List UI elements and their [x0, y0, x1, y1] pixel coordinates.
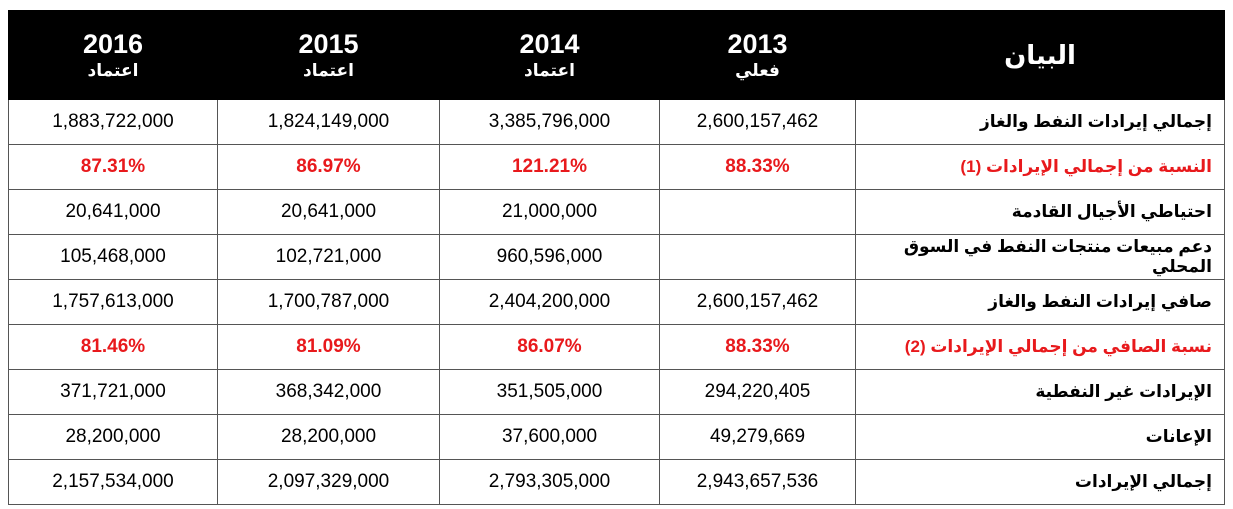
table-row: احتياطي الأجيال القادمة 21,000,000 20,641,… [8, 189, 1225, 235]
value-cell: 368,342,000 [217, 369, 440, 415]
value-cell: 3,385,796,000 [439, 99, 660, 145]
year-type: فعلي [735, 61, 780, 80]
year: 2013 [727, 29, 788, 59]
value-cell: 2,943,657,536 [659, 459, 856, 505]
table-body: إجمالي إيرادات النفط والغاز 2,600,157,462… [8, 99, 1225, 505]
empty-cell [659, 234, 856, 280]
value-cell: 2,404,200,000 [439, 279, 660, 325]
table-row: إجمالي الإيرادات 2,943,657,536 2,793,305,0… [8, 459, 1225, 505]
row-label: الإيرادات غير النفطية [855, 369, 1225, 415]
value-cell: 28,200,000 [8, 414, 218, 460]
header-row: البيان 2013 فعلي 2014 اعتماد 2015 اعتماد 2016 اع… [8, 10, 1225, 100]
value-cell: 28,200,000 [217, 414, 440, 460]
value-cell: 102,721,000 [217, 234, 440, 280]
value-cell: 2,600,157,462 [659, 99, 856, 145]
value-cell: 1,883,722,000 [8, 99, 218, 145]
header-year: 2016 اعتماد [8, 10, 218, 100]
value-cell: 1,700,787,000 [217, 279, 440, 325]
value-cell: 371,721,000 [8, 369, 218, 415]
value-cell: 1,824,149,000 [217, 99, 440, 145]
row-label: احتياطي الأجيال القادمة [855, 189, 1225, 235]
value-cell: 81.09% [217, 324, 440, 370]
empty-cell [659, 189, 856, 235]
table-wrap: البيان 2013 فعلي 2014 اعتماد 2015 اعتماد 2016 اع… [8, 10, 1225, 505]
table-row: النسبة من إجمالي الإيرادات (1) 88.33% 121.… [8, 144, 1225, 190]
value-cell: 2,097,329,000 [217, 459, 440, 505]
table-row: الإعانات 49,279,669 37,600,000 28,200,000 28… [8, 414, 1225, 460]
value-cell: 87.31% [8, 144, 218, 190]
value-cell: 81.46% [8, 324, 218, 370]
value-cell: 20,641,000 [217, 189, 440, 235]
value-cell: 294,220,405 [659, 369, 856, 415]
row-label: الإعانات [855, 414, 1225, 460]
value-cell: 2,793,305,000 [439, 459, 660, 505]
table-row: نسبة الصافي من إجمالي الإيرادات (2) 88.33… [8, 324, 1225, 370]
year: 2016 [82, 29, 144, 59]
value-cell: 960,596,000 [439, 234, 660, 280]
header-year: 2013 فعلي [659, 10, 856, 100]
value-cell: 351,505,000 [439, 369, 660, 415]
table-row: صافي إيرادات النفط والغاز 2,600,157,462 2,… [8, 279, 1225, 325]
revenue-table: البيان 2013 فعلي 2014 اعتماد 2015 اعتماد 2016 اع… [8, 10, 1225, 505]
value-cell: 86.97% [217, 144, 440, 190]
row-label: نسبة الصافي من إجمالي الإيرادات (2) [855, 324, 1225, 370]
row-label: دعم مبيعات منتجات النفط في السوق المحلي [855, 234, 1225, 280]
header-year: 2015 اعتماد [217, 10, 440, 100]
value-cell: 88.33% [659, 324, 856, 370]
value-cell: 2,600,157,462 [659, 279, 856, 325]
year: 2015 [298, 29, 359, 59]
value-cell: 1,757,613,000 [8, 279, 218, 325]
value-cell: 49,279,669 [659, 414, 856, 460]
year-type: اعتماد [303, 61, 354, 80]
header-year: 2014 اعتماد [439, 10, 660, 100]
table-row: إجمالي إيرادات النفط والغاز 2,600,157,462… [8, 99, 1225, 145]
row-label: إجمالي إيرادات النفط والغاز [855, 99, 1225, 145]
row-label: إجمالي الإيرادات [855, 459, 1225, 505]
year-type: اعتماد [524, 61, 575, 80]
value-cell: 86.07% [439, 324, 660, 370]
row-label: صافي إيرادات النفط والغاز [855, 279, 1225, 325]
row-label: النسبة من إجمالي الإيرادات (1) [855, 144, 1225, 190]
table-row: دعم مبيعات منتجات النفط في السوق المحلي 9… [8, 234, 1225, 280]
header-label: البيان [855, 10, 1225, 100]
value-cell: 121.21% [439, 144, 660, 190]
year-type: اعتماد [87, 61, 139, 80]
year: 2014 [519, 29, 580, 59]
value-cell: 105,468,000 [8, 234, 218, 280]
value-cell: 88.33% [659, 144, 856, 190]
value-cell: 21,000,000 [439, 189, 660, 235]
value-cell: 2,157,534,000 [8, 459, 218, 505]
table-row: الإيرادات غير النفطية 294,220,405 351,505,… [8, 369, 1225, 415]
value-cell: 37,600,000 [439, 414, 660, 460]
value-cell: 20,641,000 [8, 189, 218, 235]
